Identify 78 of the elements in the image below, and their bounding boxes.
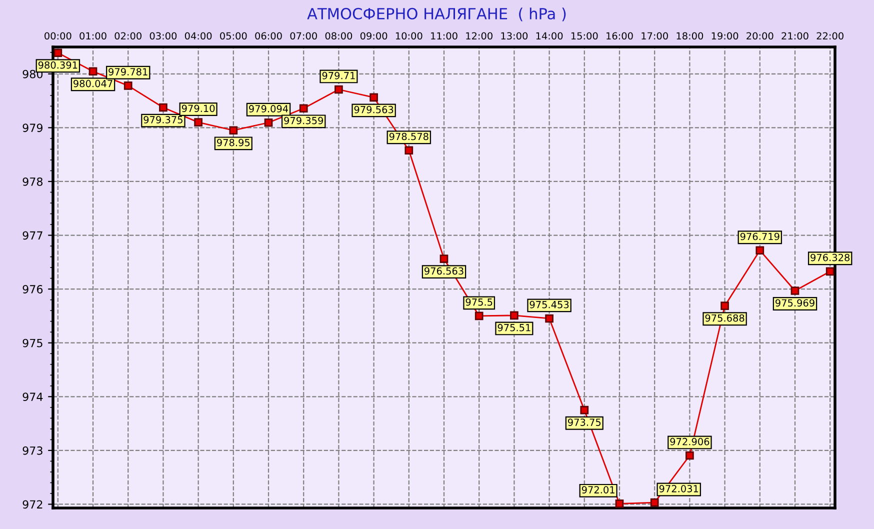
y-tick-label: 973 xyxy=(22,446,42,455)
x-tick-label: 14:00 xyxy=(536,32,563,40)
data-label: 973.75 xyxy=(568,418,601,426)
data-label: 979.71 xyxy=(322,72,355,80)
y-tick-label: 975 xyxy=(22,338,42,348)
x-tick-label: 12:00 xyxy=(466,32,492,40)
point xyxy=(686,451,694,460)
x-tick-label: 21:00 xyxy=(782,32,808,40)
data-label: 978.95 xyxy=(217,138,250,146)
point xyxy=(756,246,764,255)
x-tick-label: 05:00 xyxy=(220,32,247,40)
point xyxy=(790,286,800,295)
point xyxy=(299,104,308,113)
point xyxy=(124,82,132,90)
x-tick-label: 16:00 xyxy=(606,32,633,40)
data-label: 975.969 xyxy=(775,299,814,307)
x-tick-label: 03:00 xyxy=(150,32,177,40)
point xyxy=(545,314,554,323)
chart-title: АТМОСФЕРНО НАЛЯГАНЕ ( hPa ) xyxy=(307,8,566,22)
point xyxy=(334,85,343,94)
data-label: 979.10 xyxy=(182,104,215,112)
data-label: 979.094 xyxy=(249,105,288,112)
data-label: 972.01 xyxy=(582,486,614,494)
point xyxy=(440,254,448,263)
point xyxy=(510,311,518,320)
point xyxy=(194,118,202,126)
x-tick-label: 04:00 xyxy=(184,32,212,40)
point xyxy=(615,500,624,508)
point xyxy=(88,67,98,76)
data-label: 975.688 xyxy=(705,314,744,322)
point xyxy=(54,48,62,58)
x-tick-label: 02:00 xyxy=(114,32,142,40)
data-label: 975.453 xyxy=(530,300,569,308)
y-tick-label: 976 xyxy=(22,285,43,294)
point xyxy=(159,103,168,112)
data-label: 975.5 xyxy=(466,298,492,306)
data-label: 978.578 xyxy=(389,132,428,140)
point xyxy=(580,406,589,414)
x-tick-label: 08:00 xyxy=(325,32,352,40)
x-tick-label: 10:00 xyxy=(396,32,422,40)
data-label: 979.359 xyxy=(284,116,324,124)
data-label: 976.328 xyxy=(810,254,850,262)
x-tick-label: 19:00 xyxy=(712,32,738,40)
x-tick-label: 00:00 xyxy=(44,32,72,40)
x-tick-label: 09:00 xyxy=(360,32,388,40)
x-tick-label: 20:00 xyxy=(746,32,774,40)
y-tick-label: 977 xyxy=(22,231,42,240)
point xyxy=(229,126,238,135)
data-label: 972.906 xyxy=(670,438,710,446)
data-label: 972.031 xyxy=(659,484,698,492)
point xyxy=(650,498,659,507)
x-tick-label: 13:00 xyxy=(501,32,528,40)
point xyxy=(720,302,729,310)
y-tick-label: 979 xyxy=(22,124,42,132)
data-label: 975.51 xyxy=(498,324,530,332)
point xyxy=(264,118,273,127)
x-tick-label: 17:00 xyxy=(642,32,668,40)
y-tick-label: 978 xyxy=(22,177,43,186)
x-tick-label: 01:00 xyxy=(80,32,106,40)
data-label: 979.563 xyxy=(354,106,394,114)
data-label: 976.719 xyxy=(740,232,780,240)
point xyxy=(474,312,484,320)
y-tick-label: 972 xyxy=(22,500,42,509)
x-tick-label: 07:00 xyxy=(290,32,317,40)
point xyxy=(404,146,414,155)
data-label: 979.781 xyxy=(108,68,148,76)
data-label: 980.391 xyxy=(38,61,78,69)
x-tick-label: 18:00 xyxy=(676,32,704,40)
point xyxy=(826,267,834,276)
x-tick-label: 15:00 xyxy=(571,32,598,40)
x-tick-label: 11:00 xyxy=(431,32,458,40)
data-label: 976.563 xyxy=(424,267,464,275)
point xyxy=(370,93,378,102)
y-tick-label: 974 xyxy=(22,392,43,402)
data-label: 979.375 xyxy=(144,116,182,124)
data-label: 980.047 xyxy=(74,80,112,88)
x-tick-label: 06:00 xyxy=(255,32,282,40)
x-tick-label: 22:00 xyxy=(816,32,844,40)
